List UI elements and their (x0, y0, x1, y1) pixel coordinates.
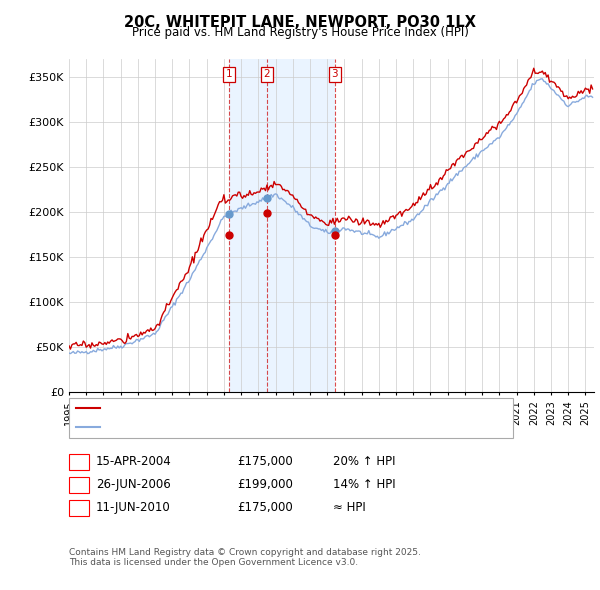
Text: 15-APR-2004: 15-APR-2004 (96, 455, 172, 468)
Text: 2: 2 (76, 480, 82, 490)
Text: 3: 3 (76, 503, 82, 513)
Text: ≈ HPI: ≈ HPI (333, 502, 366, 514)
Text: 20C, WHITEPIT LANE, NEWPORT, PO30 1LX: 20C, WHITEPIT LANE, NEWPORT, PO30 1LX (124, 15, 476, 30)
Text: 11-JUN-2010: 11-JUN-2010 (96, 502, 171, 514)
Text: £175,000: £175,000 (237, 502, 293, 514)
Text: 14% ↑ HPI: 14% ↑ HPI (333, 478, 395, 491)
Bar (229, 59, 335, 392)
Text: 1: 1 (226, 69, 232, 79)
Text: 26-JUN-2006: 26-JUN-2006 (96, 478, 171, 491)
Text: £199,000: £199,000 (237, 478, 293, 491)
Text: 20% ↑ HPI: 20% ↑ HPI (333, 455, 395, 468)
Text: Price paid vs. HM Land Registry's House Price Index (HPI): Price paid vs. HM Land Registry's House … (131, 26, 469, 39)
Text: Contains HM Land Registry data © Crown copyright and database right 2025.
This d: Contains HM Land Registry data © Crown c… (69, 548, 421, 567)
Text: 1: 1 (76, 457, 82, 467)
Text: 20C, WHITEPIT LANE, NEWPORT, PO30 1LX (semi-detached house): 20C, WHITEPIT LANE, NEWPORT, PO30 1LX (s… (104, 404, 449, 414)
Text: 2: 2 (263, 69, 270, 79)
Text: HPI: Average price, semi-detached house, Isle of Wight: HPI: Average price, semi-detached house,… (104, 422, 391, 432)
Text: £175,000: £175,000 (237, 455, 293, 468)
Text: 3: 3 (331, 69, 338, 79)
